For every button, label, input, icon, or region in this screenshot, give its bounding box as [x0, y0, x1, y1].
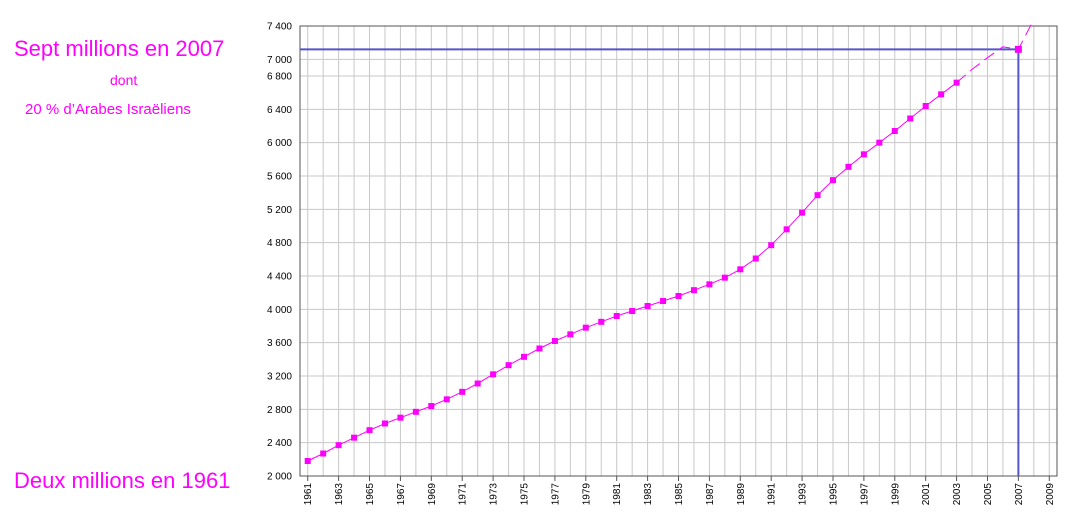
- y-tick-label: 7 400: [267, 22, 292, 33]
- y-tick-label: 3 200: [267, 372, 292, 383]
- data-point-marker: [907, 115, 914, 122]
- y-tick-label: 2 800: [267, 405, 292, 416]
- data-point-marker: [768, 242, 775, 249]
- y-tick-label: 6 000: [267, 138, 292, 149]
- data-point-marker: [582, 324, 589, 331]
- data-point-marker: [428, 403, 435, 409]
- data-point-marker: [351, 434, 358, 441]
- projection-line: [956, 19, 1035, 84]
- data-point-marker: [505, 362, 512, 369]
- data-point-marker: [598, 318, 605, 325]
- data-point-marker: [922, 103, 929, 109]
- y-tick-label: 5 200: [267, 205, 292, 216]
- data-point-marker: [320, 450, 327, 457]
- data-point-marker: [366, 427, 373, 434]
- data-point-marker: [567, 331, 574, 338]
- x-tick-label: 1995: [828, 483, 839, 506]
- data-point-marker: [412, 408, 419, 415]
- x-tick-label: 1961: [303, 483, 314, 506]
- data-point-marker: [381, 420, 388, 427]
- x-tick-label: 1981: [612, 483, 623, 506]
- data-point-marker: [459, 388, 466, 395]
- data-point-marker: [845, 163, 852, 170]
- data-point-marker: [536, 345, 543, 352]
- x-tick-label: 1967: [396, 483, 407, 506]
- data-point-marker: [613, 313, 620, 319]
- x-tick-label: 1989: [736, 483, 747, 506]
- y-tick-label: 2 400: [267, 438, 292, 449]
- annotation-two-millions: Deux millions en 1961: [14, 468, 231, 493]
- x-tick-label: 1973: [489, 483, 500, 506]
- x-tick-label: 2007: [1014, 483, 1025, 506]
- data-point-marker: [335, 442, 342, 449]
- x-tick-label: 1971: [458, 483, 469, 506]
- data-point-marker: [891, 128, 898, 134]
- x-tick-label: 1999: [890, 483, 901, 506]
- data-point-marker: [721, 274, 728, 281]
- data-point-marker: [474, 380, 481, 387]
- annotation-dont: dont: [110, 72, 138, 88]
- data-point-marker: [860, 151, 867, 158]
- x-tick-label: 1997: [859, 483, 870, 506]
- data-point-marker: [938, 91, 945, 98]
- data-point-marker: [737, 266, 744, 273]
- y-tick-label: 3 600: [267, 338, 292, 349]
- x-tick-label: 2009: [1045, 483, 1056, 506]
- y-tick-label: 4 000: [267, 305, 292, 316]
- x-tick-label: 2005: [983, 483, 994, 506]
- data-point-marker: [629, 308, 636, 314]
- data-point-marker: [799, 209, 806, 216]
- y-tick-label: 6 400: [267, 105, 292, 116]
- data-point-marker: [829, 177, 836, 184]
- x-tick-label: 1979: [581, 483, 592, 506]
- data-point-marker: [814, 192, 821, 199]
- y-tick-label: 2 000: [267, 472, 292, 483]
- highlight-point-marker: [1014, 45, 1022, 53]
- data-point-marker: [783, 226, 790, 233]
- y-tick-label: 4 400: [267, 272, 292, 283]
- x-tick-label: 1985: [674, 483, 685, 506]
- data-point-marker: [490, 371, 497, 378]
- x-tick-label: 1963: [334, 483, 345, 506]
- data-point-marker: [551, 338, 558, 344]
- annotation-seven-millions: Sept millions en 2007: [14, 36, 225, 61]
- data-point-marker: [443, 396, 450, 403]
- y-tick-label: 4 800: [267, 238, 292, 249]
- x-tick-label: 1969: [427, 483, 438, 506]
- data-point-marker: [521, 353, 528, 360]
- x-tick-label: 1975: [520, 483, 531, 506]
- data-point-marker: [644, 303, 651, 309]
- data-point-marker: [397, 414, 404, 421]
- data-point-marker: [675, 293, 682, 299]
- x-tick-label: 1965: [365, 483, 376, 506]
- x-tick-label: 1983: [643, 483, 654, 506]
- x-tick-label: 2001: [921, 483, 932, 506]
- data-point-marker: [752, 255, 759, 262]
- y-tick-label: 5 600: [267, 172, 292, 183]
- x-tick-label: 1991: [767, 483, 778, 506]
- y-tick-label: 7 000: [267, 55, 292, 66]
- x-tick-label: 1987: [705, 483, 716, 506]
- x-tick-label: 2003: [952, 483, 963, 506]
- x-tick-label: 1977: [550, 483, 561, 506]
- data-point-marker: [660, 298, 667, 304]
- data-point-marker: [706, 281, 713, 288]
- data-point-marker: [876, 139, 883, 146]
- y-tick-label: 6 800: [267, 72, 292, 83]
- data-point-marker: [690, 287, 697, 294]
- x-tick-label: 1993: [798, 483, 809, 506]
- data-point-marker: [304, 458, 311, 464]
- annotation-arab-share: 20 % d’Arabes Israëliens: [25, 101, 191, 118]
- data-point-marker: [953, 79, 960, 86]
